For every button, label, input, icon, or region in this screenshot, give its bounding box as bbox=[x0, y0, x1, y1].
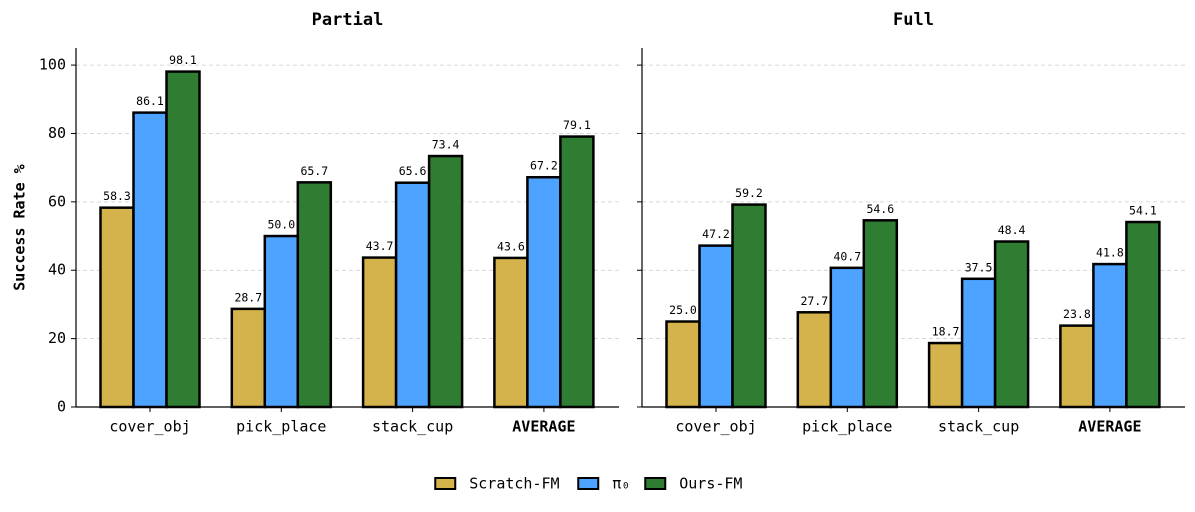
chart-title: Full bbox=[893, 10, 934, 30]
data-label: 47.2 bbox=[702, 227, 730, 241]
y-tick-label: 60 bbox=[48, 192, 66, 210]
x-tick-label: AVERAGE bbox=[512, 418, 575, 436]
bar bbox=[1092, 262, 1128, 409]
bar bbox=[394, 181, 431, 409]
legend-label: π₀ bbox=[612, 475, 630, 493]
data-label: 23.8 bbox=[1063, 307, 1091, 321]
x-tick-label: AVERAGE bbox=[1078, 418, 1141, 436]
x-tick-label: stack_cup bbox=[372, 418, 453, 436]
data-label: 54.6 bbox=[866, 202, 894, 216]
bar bbox=[796, 311, 833, 409]
x-tick-label: pick_place bbox=[802, 418, 892, 436]
bar bbox=[698, 244, 734, 409]
y-tick-label: 80 bbox=[48, 124, 66, 142]
data-label: 41.8 bbox=[1096, 246, 1124, 260]
bar bbox=[559, 135, 595, 409]
legend-label: Scratch-FM bbox=[469, 475, 559, 493]
data-label: 43.7 bbox=[366, 239, 394, 253]
x-tick-label: stack_cup bbox=[938, 418, 1019, 436]
x-tick-label: cover_obj bbox=[109, 418, 190, 436]
bar bbox=[427, 154, 464, 409]
bar bbox=[862, 219, 899, 409]
data-label: 59.2 bbox=[735, 186, 763, 200]
bar bbox=[829, 266, 866, 409]
bar bbox=[230, 307, 267, 409]
chart-title: Partial bbox=[312, 10, 384, 30]
data-label: 50.0 bbox=[267, 218, 295, 232]
bar bbox=[731, 203, 767, 409]
bar bbox=[993, 240, 1030, 409]
bar bbox=[1125, 220, 1161, 409]
legend-swatch bbox=[434, 477, 457, 490]
y-tick-label: 100 bbox=[39, 56, 66, 74]
y-axis-label: Success Rate % bbox=[11, 164, 29, 290]
data-label: 28.7 bbox=[234, 290, 262, 304]
data-label: 58.3 bbox=[103, 189, 131, 203]
data-label: 73.4 bbox=[432, 138, 460, 152]
data-label: 86.1 bbox=[136, 94, 164, 108]
data-label: 48.4 bbox=[998, 223, 1026, 237]
data-label: 67.2 bbox=[530, 159, 558, 173]
bar bbox=[493, 256, 529, 409]
y-tick-label: 20 bbox=[48, 329, 66, 347]
data-label: 98.1 bbox=[169, 53, 197, 67]
data-label: 27.7 bbox=[800, 294, 828, 308]
data-label: 18.7 bbox=[932, 325, 960, 339]
y-tick-label: 40 bbox=[48, 261, 66, 279]
bar bbox=[165, 70, 201, 409]
bar bbox=[132, 111, 168, 409]
data-label: 40.7 bbox=[833, 249, 861, 263]
data-label: 25.0 bbox=[669, 303, 697, 317]
bar bbox=[960, 277, 997, 409]
bar bbox=[927, 341, 964, 409]
legend-label: Ours-FM bbox=[679, 475, 742, 493]
bar bbox=[526, 175, 562, 409]
bar bbox=[665, 320, 701, 409]
x-tick-label: pick_place bbox=[236, 418, 326, 436]
bar bbox=[1059, 324, 1095, 409]
legend-swatch bbox=[644, 477, 667, 490]
data-label: 65.7 bbox=[300, 164, 328, 178]
x-tick-label: cover_obj bbox=[675, 418, 756, 436]
data-label: 79.1 bbox=[563, 118, 591, 132]
data-label: 65.6 bbox=[399, 164, 427, 178]
y-tick-label: 0 bbox=[57, 398, 66, 416]
bar bbox=[361, 256, 398, 409]
bar bbox=[296, 181, 333, 409]
data-label: 43.6 bbox=[497, 239, 525, 253]
legend-swatch bbox=[577, 477, 600, 490]
data-label: 37.5 bbox=[965, 260, 993, 274]
bar bbox=[263, 234, 300, 409]
data-label: 54.1 bbox=[1129, 204, 1157, 218]
bar bbox=[99, 206, 135, 409]
